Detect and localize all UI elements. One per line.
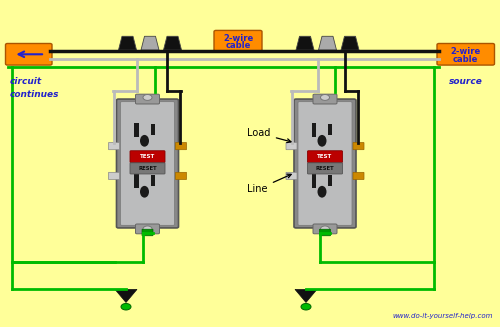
FancyBboxPatch shape bbox=[108, 143, 120, 150]
Polygon shape bbox=[295, 289, 317, 302]
Text: TEST: TEST bbox=[140, 154, 155, 159]
Text: RESET: RESET bbox=[138, 166, 157, 171]
Ellipse shape bbox=[320, 95, 330, 100]
Text: circuit: circuit bbox=[10, 77, 42, 86]
FancyBboxPatch shape bbox=[130, 151, 165, 163]
Ellipse shape bbox=[318, 186, 326, 198]
Bar bbox=[312, 124, 316, 137]
Text: 2-wire: 2-wire bbox=[223, 34, 253, 43]
Text: www.do-it-yourself-help.com: www.do-it-yourself-help.com bbox=[392, 313, 492, 319]
Bar bbox=[134, 174, 138, 187]
FancyBboxPatch shape bbox=[320, 229, 330, 236]
FancyBboxPatch shape bbox=[214, 30, 262, 52]
FancyBboxPatch shape bbox=[298, 102, 352, 225]
Ellipse shape bbox=[143, 226, 152, 232]
FancyBboxPatch shape bbox=[116, 99, 178, 228]
FancyBboxPatch shape bbox=[108, 172, 120, 180]
Polygon shape bbox=[118, 36, 136, 50]
Ellipse shape bbox=[140, 135, 149, 147]
FancyBboxPatch shape bbox=[136, 94, 160, 104]
Polygon shape bbox=[318, 36, 336, 50]
FancyBboxPatch shape bbox=[120, 102, 174, 225]
FancyBboxPatch shape bbox=[308, 163, 342, 174]
FancyBboxPatch shape bbox=[286, 143, 297, 150]
Bar bbox=[134, 124, 138, 137]
Text: continues: continues bbox=[10, 90, 59, 99]
Bar bbox=[150, 124, 154, 135]
Circle shape bbox=[121, 303, 131, 310]
FancyBboxPatch shape bbox=[136, 224, 160, 234]
Ellipse shape bbox=[140, 186, 149, 198]
Text: RESET: RESET bbox=[316, 166, 334, 171]
FancyBboxPatch shape bbox=[130, 163, 165, 174]
Bar bbox=[328, 124, 332, 135]
Bar bbox=[328, 175, 332, 186]
FancyBboxPatch shape bbox=[286, 172, 297, 180]
Text: cable: cable bbox=[226, 42, 250, 50]
Text: 2-wire: 2-wire bbox=[450, 47, 481, 56]
FancyBboxPatch shape bbox=[313, 94, 337, 104]
Polygon shape bbox=[296, 36, 314, 50]
FancyBboxPatch shape bbox=[176, 172, 186, 180]
FancyBboxPatch shape bbox=[353, 143, 364, 150]
FancyBboxPatch shape bbox=[437, 43, 494, 65]
FancyBboxPatch shape bbox=[308, 151, 342, 163]
Text: cable: cable bbox=[453, 55, 478, 63]
Ellipse shape bbox=[320, 226, 330, 232]
FancyBboxPatch shape bbox=[313, 224, 337, 234]
Ellipse shape bbox=[318, 135, 326, 147]
FancyBboxPatch shape bbox=[142, 229, 153, 236]
Polygon shape bbox=[141, 36, 159, 50]
Polygon shape bbox=[164, 36, 182, 50]
Text: Line: Line bbox=[248, 174, 291, 194]
FancyBboxPatch shape bbox=[294, 99, 356, 228]
Circle shape bbox=[301, 303, 311, 310]
Polygon shape bbox=[115, 289, 137, 302]
Polygon shape bbox=[341, 36, 359, 50]
Bar bbox=[312, 174, 316, 187]
FancyBboxPatch shape bbox=[176, 143, 186, 150]
Text: source: source bbox=[449, 77, 482, 86]
Text: TEST: TEST bbox=[318, 154, 332, 159]
Bar bbox=[150, 175, 154, 186]
Text: Load: Load bbox=[248, 128, 291, 143]
FancyBboxPatch shape bbox=[353, 172, 364, 180]
FancyBboxPatch shape bbox=[6, 43, 52, 65]
Ellipse shape bbox=[143, 95, 152, 100]
